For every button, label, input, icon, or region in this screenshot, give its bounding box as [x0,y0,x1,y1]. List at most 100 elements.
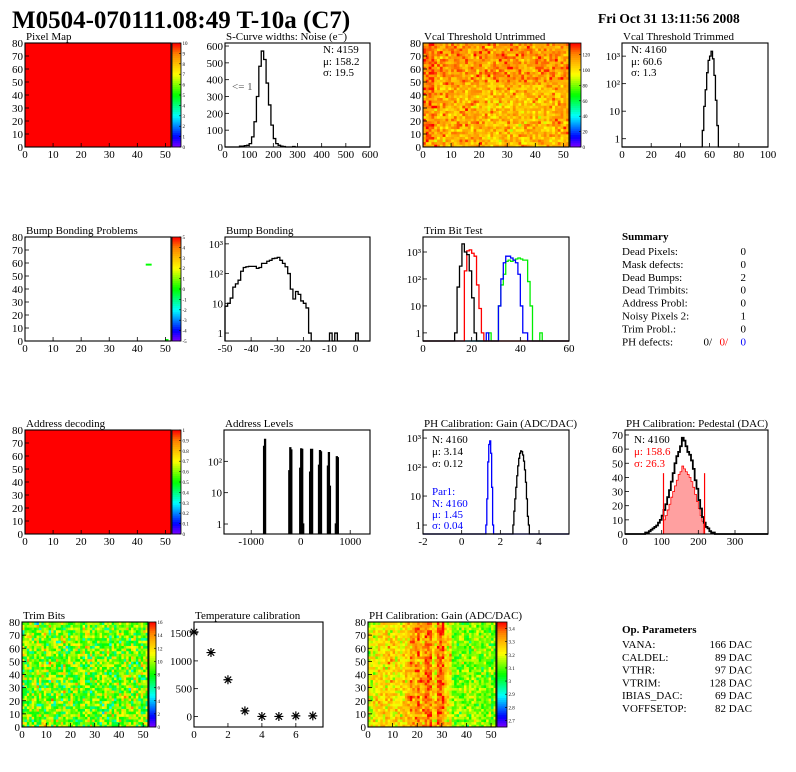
heatmap-cell [451,100,455,104]
heatmap-cell [496,74,500,78]
heatmap-cell [476,43,480,46]
heatmap-cell [65,664,69,667]
heatmap-cell [89,706,93,709]
heatmap-cell [490,108,494,111]
heatmap-cell [121,687,125,691]
heatmap-cell [75,703,79,707]
heatmap-cell [518,110,522,114]
heatmap-cell [72,661,76,665]
heatmap-cell [493,115,497,119]
heatmap-cell [63,682,66,686]
heatmap-cell [70,671,74,675]
heatmap-cell [121,719,125,723]
op-parameter-label: VANA: [622,639,655,651]
y-tick-label: 0 [15,722,21,734]
heatmap-cell [58,687,62,691]
heatmap-cell [456,92,460,96]
heatmap-cell [501,118,505,122]
heatmap-cell [116,719,120,723]
heatmap-cell [507,76,511,80]
x-tick-label: 100 [241,149,258,161]
heatmap-cell [431,45,435,49]
heatmap-cell [121,650,125,654]
heatmap-cell [465,66,469,70]
heatmap-cell [24,658,28,662]
heatmap-cell [445,139,449,143]
heatmap-cell [535,74,539,78]
heatmap-cell [128,643,132,646]
heatmap-cell [557,115,561,119]
heatmap-cell [68,658,71,662]
heatmap-cell [143,677,146,681]
heatmap-cell [481,139,486,143]
heatmap-cell [512,43,517,46]
heatmap-cell [507,139,511,143]
heatmap-cell [456,69,460,72]
heatmap-cell [116,645,120,649]
heatmap-cell [490,56,494,59]
heatmap-cell [437,74,441,78]
heatmap-cell [473,84,477,88]
heatmap-cell [535,141,539,145]
heatmap-cell [496,139,500,143]
heatmap-cell [529,128,533,132]
palette-swatch [172,463,181,466]
heatmap-cell [518,58,522,62]
heatmap-cell [487,136,491,140]
heatmap-cell [566,74,570,78]
heatmap-cell [65,711,69,715]
heatmap-cell [63,711,66,715]
heatmap-cell [46,640,49,644]
op-parameter-label: IBIAS_DAC: [622,690,683,702]
heatmap-cell [101,724,105,728]
heatmap-cell [456,144,460,148]
heatmap-cell [109,711,112,715]
heatmap-cell [459,115,463,119]
heatmap-cell [439,66,444,70]
y-tick-label: 10 [212,298,224,310]
heatmap-cell [140,624,144,628]
heatmap-cell [487,113,491,117]
y-tick-label: 50 [9,656,21,668]
heatmap-cell [507,102,511,106]
heatmap-cell [532,50,536,54]
heatmap-cell [128,640,132,644]
heatmap-cell [442,105,446,109]
heatmap-cell [114,666,117,670]
heatmap-cell [89,640,93,644]
heatmap-cell [498,45,502,49]
heatmap-cell [439,87,444,91]
heatmap-cell [43,648,47,652]
heatmap-cell [481,141,486,145]
heatmap-cell [425,43,429,46]
heatmap-cell [476,48,480,52]
heatmap-cell [501,136,505,140]
heatmap-cell [524,79,528,83]
heatmap-cell [118,685,122,688]
heatmap-cell [80,719,83,723]
heatmap-cell [94,679,98,683]
heatmap-cell [97,627,100,631]
heatmap-cell [63,698,66,702]
heatmap-cell [453,100,458,104]
palette-swatch [172,311,181,315]
heatmap-cell [101,700,105,704]
heatmap-cell [498,115,502,119]
heatmap-cell [55,677,59,681]
x-tick-label: 300 [727,536,744,548]
heatmap-cell [77,664,81,667]
heatmap-cell [445,134,449,137]
heatmap-cell [75,645,79,649]
palette-swatch [172,49,181,52]
heatmap-cell [479,84,483,88]
heatmap-cell [428,48,432,52]
y-tick-label: 30 [410,103,422,115]
heatmap-cell [552,79,556,83]
heatmap-cell [94,629,98,633]
palette-swatch [570,130,581,133]
heatmap-cell [451,118,455,122]
heatmap-cell [53,643,57,646]
heatmap-cell [85,627,88,631]
heatmap-cell [48,658,52,662]
heatmap-cell [467,131,472,135]
